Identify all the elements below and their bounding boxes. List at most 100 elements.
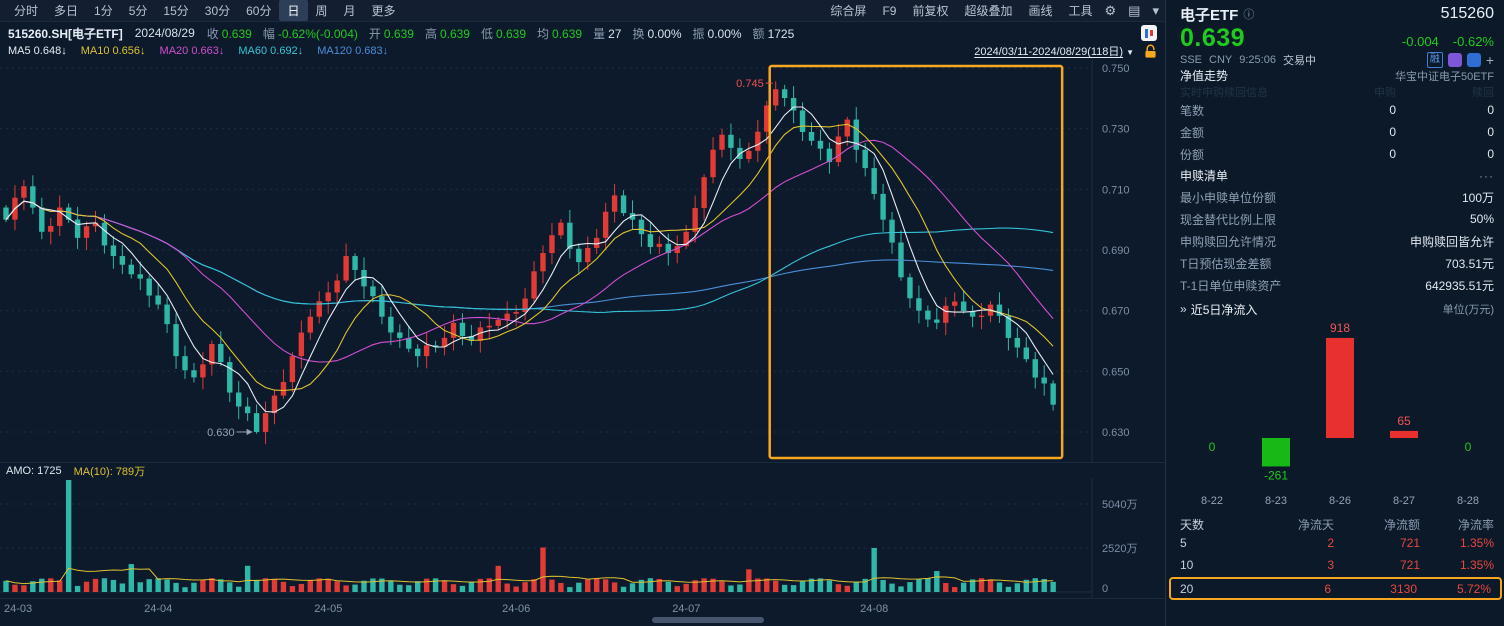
field-label: 收 (206, 26, 219, 41)
net-amount-cell: 721 (1399, 536, 1420, 550)
svg-text:918: 918 (1330, 321, 1350, 335)
net-rate-cell: 1.35% (1459, 536, 1494, 550)
quote-field: 低 0.639 (481, 25, 526, 42)
collapse-icon[interactable]: » (1180, 302, 1187, 316)
period-tab[interactable]: 月 (343, 4, 356, 18)
time-axis: 24-03 24-04 24-05 24-06 24-07 24-08 (0, 598, 1165, 626)
info-icon[interactable]: ⓘ (1243, 9, 1255, 21)
rt-row: 份额 0 0 (1180, 143, 1494, 165)
field-label: 额 (752, 26, 765, 41)
rt-label: 金额 (1180, 125, 1205, 140)
flow-table-row: 10 3 721 1.35% (1180, 554, 1494, 576)
realtime-pr-header: 实时申购赎回信息 申购 赎回 (1180, 84, 1494, 99)
ma-label: MA20 0.663↓ (159, 45, 225, 57)
app-badge-icon[interactable] (1141, 25, 1157, 41)
purple-badge-icon[interactable] (1447, 52, 1462, 67)
period-tab[interactable]: 30分 (204, 4, 231, 18)
field-label: 量 (593, 26, 606, 41)
period-tab[interactable]: 5分 (128, 4, 148, 18)
period-tab[interactable]: 分时 (14, 4, 39, 18)
unit-label: 单位(万元) (1442, 304, 1494, 316)
lock-icon[interactable] (1144, 44, 1157, 59)
quote-field: 高 0.639 (425, 25, 470, 42)
period-tab[interactable]: 15分 (163, 4, 189, 18)
fund-full-name: 华宝中证电子50ETF (1394, 70, 1494, 83)
period-tabs: 分时 多日 1分 5分 15分 30分 60分日周 月 更多 (6, 0, 404, 21)
ma-label: MA120 0.683↓ (317, 45, 389, 57)
month-label: 24-06 (502, 603, 531, 615)
rt-redeem-value: 0 (1487, 103, 1494, 117)
net-days-cell: 6 (1324, 581, 1331, 596)
detail-row: T日预估现金差额 703.51元 (1180, 252, 1494, 274)
flow-table-header: 净流天 (1297, 518, 1334, 532)
toolbar-item[interactable]: 综合屏 (830, 4, 867, 18)
net-inflow-header: » 近5日净流入 单位(万元) (1180, 298, 1494, 320)
period-tab[interactable]: 60分 (246, 4, 272, 18)
rt-redeem-value: 0 (1487, 147, 1494, 161)
flow-table-header-row: 天数 净流天 净流额 净流率 (1180, 516, 1494, 532)
quote-field: 换 0.00% (632, 25, 681, 42)
quote-info-bar: 515260.SH[电子ETF] 2024/08/29 收 0.639 幅 -0.62… (0, 22, 1165, 44)
svg-text:65: 65 (1397, 414, 1411, 428)
exchange-label: SSE (1180, 53, 1203, 66)
field-label: 振 (692, 26, 705, 41)
chevron-down-icon[interactable]: ▾ (1152, 2, 1159, 18)
field-value: -0.62%(-0.004) (277, 26, 358, 41)
quote-fields: 收 0.639 幅 -0.62%(-0.004) 开 0.639 高 0.639 低 0.639 均… (207, 25, 805, 42)
days-cell: 10 (1180, 558, 1194, 572)
last-price: 0.639 (1180, 24, 1246, 52)
period-tab[interactable]: 更多 (371, 4, 396, 18)
svg-text:0.730: 0.730 (1102, 124, 1130, 136)
rt-buy-value: 0 (1389, 147, 1396, 161)
volume-chart[interactable]: 5040万 2520万 0 (0, 478, 1165, 598)
month-label: 24-05 (314, 603, 343, 615)
rt-row: 笔数 0 0 (1180, 99, 1494, 121)
candlestick-chart[interactable]: 0.750 0.730 0.710 0.690 0.670 0.650 0.630 0.745… (0, 58, 1165, 462)
blue-badge-icon[interactable] (1466, 52, 1481, 67)
period-tab[interactable]: 1分 (94, 4, 113, 18)
detail-label: T日预估现金差额 (1180, 256, 1272, 271)
net-inflow-table: 天数 净流天 净流额 净流率 5 2 721 1.35% 10 3 721 1.35% 20 6 3130 5… (1169, 516, 1502, 600)
detail-row: 最小申赎单位份额 100万 (1180, 186, 1494, 208)
month-label: 24-08 (860, 603, 889, 615)
toolbar-item[interactable]: 工具 (1068, 4, 1093, 18)
quote-time: 9:25:06 (1239, 53, 1276, 66)
toolbar-item[interactable]: F9 (882, 3, 897, 18)
toolbar-item[interactable]: 超级叠加 (964, 4, 1013, 18)
svg-text:8-22: 8-22 (1201, 495, 1223, 507)
layout-grid-icon[interactable]: ▤ (1128, 2, 1141, 18)
price-change-pct: -0.62% (1452, 34, 1494, 49)
detail-value: 申购赎回皆允许 (1409, 234, 1494, 249)
quote-field: 开 0.639 (369, 25, 414, 42)
add-icon[interactable]: + (1485, 51, 1494, 68)
period-tab[interactable]: 多日 (54, 4, 79, 18)
fund-code: 515260 (1440, 5, 1494, 22)
svg-text:0.630: 0.630 (1102, 427, 1130, 439)
nav-trend-tab[interactable]: 净值走势 (1180, 69, 1229, 83)
toolbar-item[interactable]: 前复权 (912, 4, 949, 18)
field-value: 0.639 (221, 26, 252, 41)
settings-gear-icon[interactable]: ⚙ (1104, 2, 1117, 18)
quote-field: 幅 -0.62%(-0.004) (263, 25, 358, 42)
svg-text:2520万: 2520万 (1102, 543, 1137, 555)
margin-badge-icon[interactable]: 融 (1426, 51, 1443, 68)
period-tab[interactable]: 周 (315, 4, 328, 18)
more-button[interactable]: ··· (1479, 168, 1494, 183)
chart-scrollbar[interactable] (652, 617, 764, 623)
pr-detail-rows: 最小申赎单位份额 100万 现金替代比例上限 50% 申购赎回允许情况 申购赎回皆允许 T日… (1180, 186, 1494, 296)
rt-redeem-value: 0 (1487, 125, 1494, 139)
date-range-selector[interactable]: 2024/03/11-2024/08/29(118日) ▼ (974, 46, 1134, 58)
month-label: 24-07 (672, 603, 701, 615)
detail-label: T-1日单位申赎资产 (1180, 278, 1282, 293)
field-value: 27 (608, 26, 622, 41)
period-tab[interactable]: 日 (279, 0, 308, 21)
toolbar-item[interactable]: 画线 (1028, 4, 1053, 18)
quote-panel: 电子ETF ⓘ 515260 0.639 -0.004 -0.62% SSE C… (1165, 0, 1504, 626)
detail-value: 642935.51元 (1425, 278, 1494, 293)
field-value: 0.639 (439, 26, 470, 41)
svg-text:0.690: 0.690 (1102, 245, 1130, 257)
ma-label: MA5 0.648↓ (8, 45, 67, 57)
symbol-label: 515260.SH[电子ETF] (8, 26, 123, 41)
svg-text:0.650: 0.650 (1102, 366, 1130, 378)
ma-values: MA5 0.648↓ MA10 0.656↓ MA20 0.663↓ MA60 0.6… (8, 45, 402, 57)
